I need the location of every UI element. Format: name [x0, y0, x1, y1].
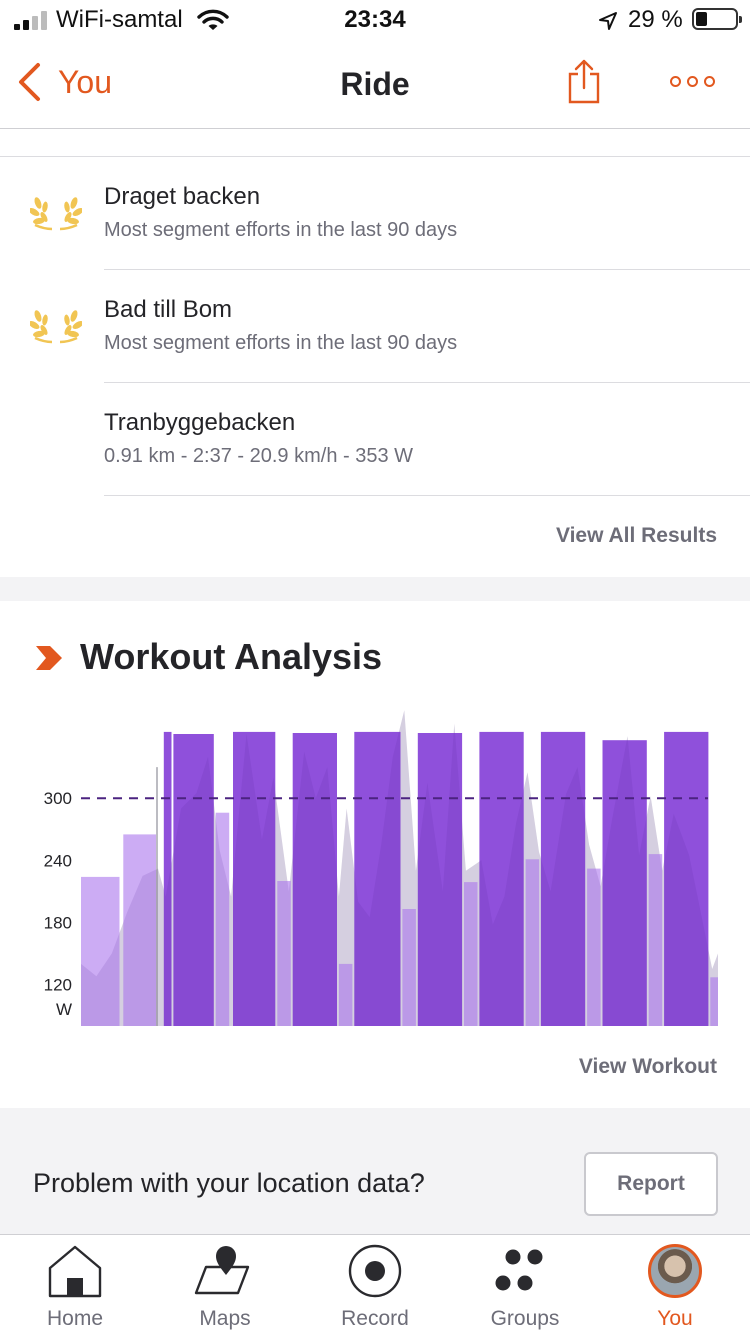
laurel-icon [30, 308, 82, 344]
workout-analysis-title: Workout Analysis [80, 636, 383, 677]
chart-bar [587, 868, 601, 1026]
power-trace-overlay [81, 710, 718, 1026]
tab-maps[interactable]: Maps [150, 1235, 300, 1334]
y-tick-label: 120 [44, 976, 72, 995]
carrier-label: WiFi-samtal [56, 6, 183, 33]
tab-groups[interactable]: Groups [450, 1235, 600, 1334]
map-icon [194, 1246, 250, 1295]
tab-label: Record [341, 1307, 409, 1330]
battery-percent: 29 % [628, 6, 683, 33]
chart-bar [233, 731, 276, 1026]
y-tick-label: 180 [44, 914, 72, 933]
segment-name: Bad till Bom [104, 296, 233, 323]
chart-bar [163, 731, 172, 1026]
chart-bar [292, 733, 337, 1026]
chart-bar [710, 977, 718, 1026]
chart-bar [81, 876, 120, 1026]
home-icon [48, 1245, 102, 1298]
report-button[interactable]: Report [584, 1152, 718, 1216]
y-tick-label: 300 [44, 789, 72, 808]
chart-bar [173, 734, 214, 1026]
chart-bar [354, 731, 401, 1026]
segment-detail: 0.91 km - 2:37 - 20.9 km/h - 353 W [104, 445, 414, 467]
tab-label: Maps [199, 1307, 251, 1330]
tab-label: Groups [490, 1307, 560, 1330]
status-bar: WiFi-samtal 23:34 29 % [0, 0, 750, 40]
more-options-icon[interactable] [670, 76, 715, 87]
y-axis-label: W [56, 1000, 72, 1019]
view-workout-link[interactable]: View Workout [578, 1055, 717, 1078]
tab-bar: Home Maps Record Groups [0, 1234, 750, 1334]
view-all-results-link[interactable]: View All Results [555, 524, 717, 547]
chart-bar [123, 834, 156, 1026]
navigation-bar: You Ride [0, 40, 750, 129]
chart-bar [648, 854, 663, 1026]
segment-row[interactable]: Bad till Bom Most segment efforts in the… [0, 270, 750, 383]
chart-bar [402, 909, 416, 1026]
chart-bar [479, 731, 524, 1026]
back-button[interactable]: You [16, 62, 112, 102]
chart-bar [540, 731, 586, 1026]
chevron-badge-icon [36, 646, 62, 670]
y-tick-label: 240 [44, 851, 72, 870]
chevron-left-icon [19, 63, 40, 101]
workout-power-chart[interactable]: 120 180 240 300 W [0, 700, 750, 1030]
segment-name: Tranbyggebacken [104, 409, 296, 436]
chart-bar [664, 731, 709, 1026]
avatar [648, 1244, 702, 1298]
tab-you[interactable]: You [600, 1235, 750, 1334]
cellular-signal-icon [14, 10, 48, 30]
divider [104, 269, 750, 270]
tab-label: You [657, 1307, 693, 1330]
page-title: Ride [340, 66, 410, 102]
divider [104, 382, 750, 383]
divider [0, 156, 750, 157]
segment-detail: Most segment efforts in the last 90 days [104, 332, 458, 354]
divider [104, 495, 750, 496]
wifi-icon [197, 9, 229, 30]
location-arrow-icon [599, 12, 617, 30]
tab-home[interactable]: Home [0, 1235, 150, 1334]
chart-bar [464, 882, 478, 1026]
groups-icon [495, 1249, 543, 1291]
chart-bar [417, 733, 463, 1026]
chart-bar [525, 859, 540, 1026]
segment-detail: Most segment efforts in the last 90 days [104, 219, 458, 241]
tab-label: Home [46, 1307, 104, 1330]
location-problem-text: Problem with your location data? [33, 1168, 425, 1198]
record-icon [348, 1244, 402, 1298]
laurel-icon [30, 195, 82, 231]
segment-row[interactable]: Tranbyggebacken 0.91 km - 2:37 - 20.9 km… [0, 383, 750, 496]
share-icon[interactable] [566, 58, 602, 106]
chart-bar [277, 881, 291, 1026]
battery-icon [692, 8, 742, 30]
back-label: You [58, 63, 112, 100]
chart-bar [338, 963, 353, 1026]
segment-row[interactable]: Draget backen Most segment efforts in th… [0, 157, 750, 270]
location-problem-section: Problem with your location data? Report [0, 1108, 750, 1234]
chart-bar [602, 740, 647, 1026]
section-separator [0, 577, 750, 601]
segment-name: Draget backen [104, 183, 261, 210]
status-time: 23:34 [344, 6, 406, 33]
tab-record[interactable]: Record [300, 1235, 450, 1334]
chart-bar [215, 812, 230, 1026]
